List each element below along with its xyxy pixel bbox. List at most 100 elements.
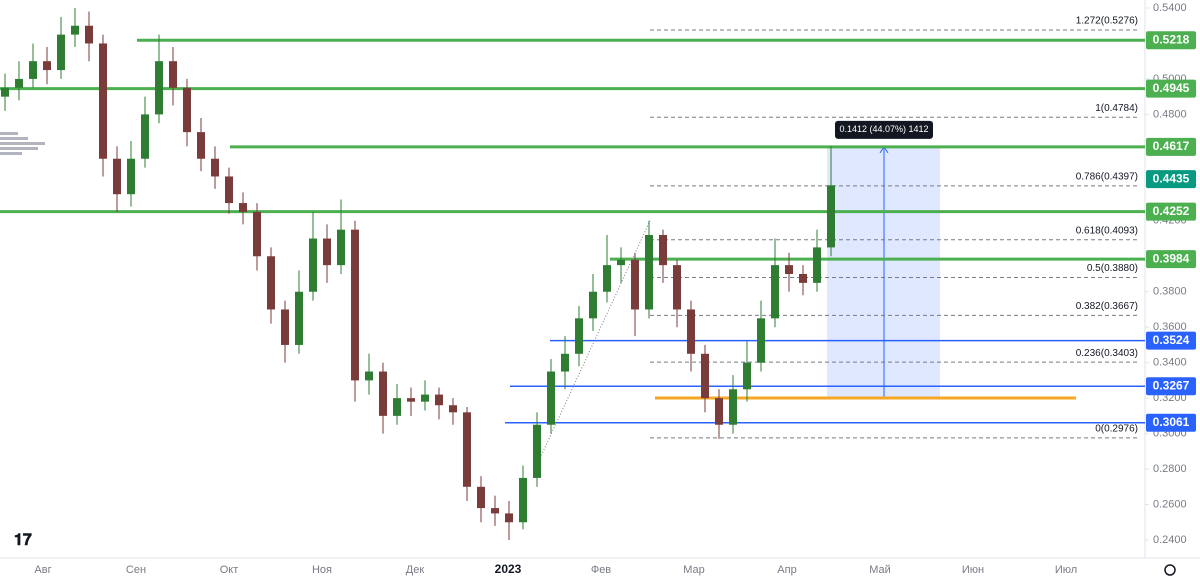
price-label-bg	[1146, 79, 1196, 98]
price-label: 0.3524	[1153, 333, 1190, 347]
candle-body	[393, 398, 401, 416]
candle-body	[379, 371, 387, 416]
candle-body	[1, 87, 9, 97]
price-label: 0.4617	[1153, 139, 1190, 153]
candle-body	[323, 238, 331, 266]
x-tick-label: Июн	[962, 564, 984, 576]
y-tick-label: 0.3400	[1153, 357, 1187, 369]
x-tick-label: Окт	[220, 564, 239, 576]
candle-body	[659, 234, 667, 266]
candle-body	[477, 486, 485, 509]
price-label-bg	[1146, 331, 1196, 350]
price-label-bg	[1146, 413, 1196, 432]
fib-label: 0(0.2976)	[1095, 423, 1138, 434]
candle-body	[267, 256, 275, 310]
fib-label: 0.382(0.3667)	[1076, 301, 1138, 312]
candle-body	[547, 371, 555, 425]
candle-body	[99, 43, 107, 159]
x-tick-label: Апр	[777, 564, 796, 576]
trendline	[534, 220, 651, 470]
candle-body	[729, 389, 737, 425]
candle-body	[743, 362, 751, 390]
candle-body	[337, 229, 345, 266]
candle-body	[617, 259, 625, 266]
candle-body	[505, 513, 513, 523]
candle-body	[771, 265, 779, 319]
x-tick-label: Мар	[683, 564, 705, 576]
price-label: 0.5218	[1153, 32, 1190, 46]
candle-body	[183, 87, 191, 133]
candle-body	[421, 394, 429, 402]
y-tick-label: 0.3800	[1153, 286, 1187, 298]
candle-body	[85, 25, 93, 44]
candle-body	[169, 61, 177, 88]
candle-body	[603, 265, 611, 292]
candle-body	[43, 61, 51, 71]
candle-body	[225, 176, 233, 204]
candle-body	[29, 61, 37, 79]
price-label-bg	[1146, 250, 1196, 269]
fib-label: 0.5(0.3880)	[1087, 263, 1138, 274]
candle-body	[631, 259, 639, 310]
y-tick-label: 0.2600	[1153, 498, 1187, 510]
candle-body	[127, 158, 135, 195]
candle-body	[589, 291, 597, 319]
candle-body	[533, 424, 541, 478]
candle-body	[449, 405, 457, 413]
x-tick-label: Сен	[126, 564, 146, 576]
candle-body	[813, 247, 821, 283]
price-label-bg	[1146, 170, 1196, 189]
price-label: 0.3061	[1153, 415, 1190, 429]
settings-icon[interactable]	[1164, 564, 1176, 576]
volume-profile	[0, 132, 45, 155]
price-label: 0.4252	[1153, 204, 1190, 218]
candle-body	[757, 318, 765, 363]
candle-body	[309, 238, 317, 292]
candle-body	[239, 203, 247, 212]
candle-body	[491, 508, 499, 514]
measure-label: 0.1412 (44.07%) 1412	[839, 124, 928, 134]
y-tick-label: 0.2400	[1153, 534, 1187, 546]
candle-body	[827, 185, 835, 248]
candle-body	[407, 398, 415, 402]
x-tick-label: Июл	[1055, 564, 1077, 576]
candle-body	[15, 78, 23, 88]
fib-label: 0.618(0.4093)	[1076, 225, 1138, 236]
y-tick-label: 0.4800	[1153, 108, 1187, 120]
candle-body	[155, 61, 163, 115]
candle-body	[281, 309, 289, 345]
candle-body	[575, 318, 583, 354]
y-tick-label: 0.2800	[1153, 463, 1187, 475]
candle-body	[519, 477, 527, 523]
x-tick-label: Дек	[406, 564, 425, 576]
y-tick-label: 0.3600	[1153, 321, 1187, 333]
candle-body	[561, 353, 569, 372]
candle-body	[435, 394, 443, 406]
x-tick-label: Ноя	[312, 564, 332, 576]
candle-body	[365, 371, 373, 381]
candle-body	[295, 291, 303, 345]
price-label-bg	[1146, 137, 1196, 156]
candle-body	[141, 114, 149, 159]
candle-body	[197, 132, 205, 159]
fib-label: 1(0.4784)	[1095, 103, 1138, 114]
x-tick-label: Май	[869, 564, 891, 576]
x-tick-label: Авг	[34, 564, 51, 576]
candle-body	[113, 158, 121, 195]
x-tick-label: 2023	[495, 562, 522, 576]
price-label: 0.3984	[1153, 251, 1190, 265]
candle-body	[785, 265, 793, 274]
price-label-bg	[1146, 202, 1196, 221]
fib-label: 0.786(0.4397)	[1076, 172, 1138, 183]
candle-body	[687, 309, 695, 354]
candle-body	[463, 412, 471, 487]
logo[interactable]: 𝟏𝟕	[14, 532, 32, 549]
price-label: 0.4435	[1153, 171, 1190, 185]
measure-label-bg	[835, 120, 933, 139]
candle-body	[799, 274, 807, 283]
candle-body	[57, 34, 65, 71]
x-tick-label: Фев	[591, 564, 611, 576]
price-label-bg	[1146, 31, 1196, 50]
